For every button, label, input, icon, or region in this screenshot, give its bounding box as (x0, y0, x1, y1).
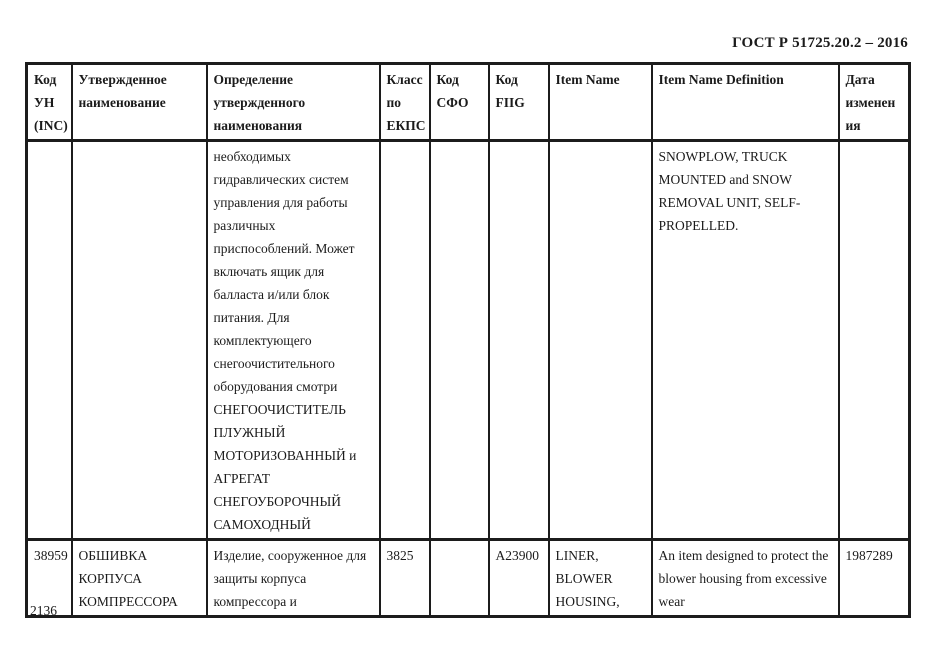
header-cell-ekps-class: Класс по ЕКПС (378, 62, 431, 142)
cell-item-name: LINER, BLOWER HOUSING, (547, 538, 653, 618)
document-title: ГОСТ Р 51725.20.2 – 2016 (732, 35, 908, 51)
cell-item-name-definition: An item designed to protect the blower h… (650, 538, 840, 618)
cell-item-name (547, 139, 653, 541)
cell-approved-name-definition: Изделие, сооруженное для защиты корпуса … (205, 538, 381, 618)
header-cell-item-name-definition: Item Name Definition (650, 62, 840, 142)
page-number: 2136 (30, 603, 57, 618)
table-body: необходимых гидравлических систем управл… (25, 139, 911, 618)
cell-ekps-class (378, 139, 431, 541)
header-cell-approved-name: Утвержденное наименование (70, 62, 208, 142)
header-cell-item-name: Item Name (547, 62, 653, 142)
cell-change-date: 1987289 (837, 538, 911, 618)
header-row: Код УН (INC) Утвержденное наименование О… (25, 62, 911, 142)
table-row: 38959 ОБШИВКА КОРПУСА КОМПРЕССОРА Издели… (25, 538, 911, 618)
cell-fiig-code: A23900 (487, 538, 550, 618)
cell-approved-name: ОБШИВКА КОРПУСА КОМПРЕССОРА (70, 538, 208, 618)
header-cell-inc-code: Код УН (INC) (25, 62, 73, 142)
items-table: Код УН (INC) Утвержденное наименование О… (25, 62, 911, 618)
cell-inc-code: 38959 (25, 538, 73, 618)
cell-ekps-class: 3825 (378, 538, 431, 618)
cell-approved-name-definition: необходимых гидравлических систем управл… (205, 139, 381, 541)
header-cell-sfo-code: Код СФО (428, 62, 490, 142)
table-header: Код УН (INC) Утвержденное наименование О… (25, 62, 911, 142)
cell-inc-code (25, 139, 73, 541)
header-cell-fiig-code: Код FIIG (487, 62, 550, 142)
table-row: необходимых гидравлических систем управл… (25, 139, 911, 541)
cell-approved-name (70, 139, 208, 541)
header-cell-approved-name-definition: Определение утвержденного наименования (205, 62, 381, 142)
cell-change-date (837, 139, 911, 541)
cell-sfo-code (428, 139, 490, 541)
cell-fiig-code (487, 139, 550, 541)
cell-item-name-definition: SNOWPLOW, TRUCK MOUNTED and SNOW REMOVAL… (650, 139, 840, 541)
header-cell-change-date: Дата изменен ия (837, 62, 911, 142)
cell-sfo-code (428, 538, 490, 618)
